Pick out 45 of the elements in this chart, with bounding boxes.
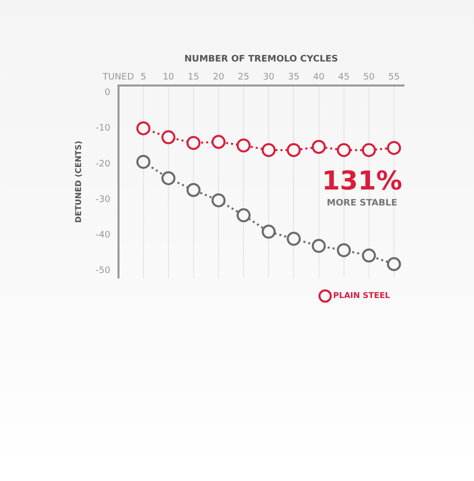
x-tick-label: TUNED (102, 72, 134, 83)
y-tick-label: -10 (96, 124, 111, 134)
x-tick-label: 10 (162, 72, 174, 83)
point (286, 143, 301, 158)
x-tick-label: 40 (313, 72, 325, 83)
point (362, 143, 376, 158)
x-tick-label: 15 (188, 72, 200, 83)
point (336, 243, 351, 258)
point (136, 154, 150, 169)
x-tick-label: 55 (388, 72, 400, 83)
annotation: 131% (322, 166, 402, 197)
point (136, 121, 150, 136)
point (186, 182, 200, 197)
x-tick-label: 30 (262, 72, 275, 83)
point (212, 134, 226, 149)
point (161, 130, 176, 144)
point (236, 138, 251, 152)
point (212, 193, 226, 208)
y-tick-label: 0 (104, 88, 111, 98)
x-tick-label: 25 (238, 72, 250, 83)
point (386, 257, 401, 272)
point (236, 208, 251, 222)
point (186, 136, 200, 150)
point (161, 171, 176, 186)
annotation: MORE STABLE (326, 198, 398, 209)
point (336, 143, 351, 158)
y-tick-label: -50 (96, 266, 111, 276)
x-tick-label: 5 (140, 72, 146, 83)
y-axis-title: DETUNED (CENTS) (74, 140, 83, 223)
legend-label: PLAIN STEEL (333, 291, 390, 300)
point (286, 232, 301, 246)
point (262, 224, 276, 239)
x-tick-label: 35 (288, 72, 300, 83)
x-tick-label: 20 (212, 72, 225, 83)
y-tick-label: -30 (96, 194, 111, 205)
point (262, 143, 276, 158)
point (362, 248, 376, 263)
x-axis-title: NUMBER OF TREMOLO CYCLES (184, 54, 338, 65)
x-tick-label: 45 (338, 72, 350, 83)
y-tick-label: -20 (96, 159, 111, 170)
point (386, 140, 401, 155)
point (312, 238, 326, 253)
y-tick-label: -40 (96, 230, 111, 241)
x-tick-label: 50 (363, 72, 375, 83)
point (312, 140, 326, 154)
